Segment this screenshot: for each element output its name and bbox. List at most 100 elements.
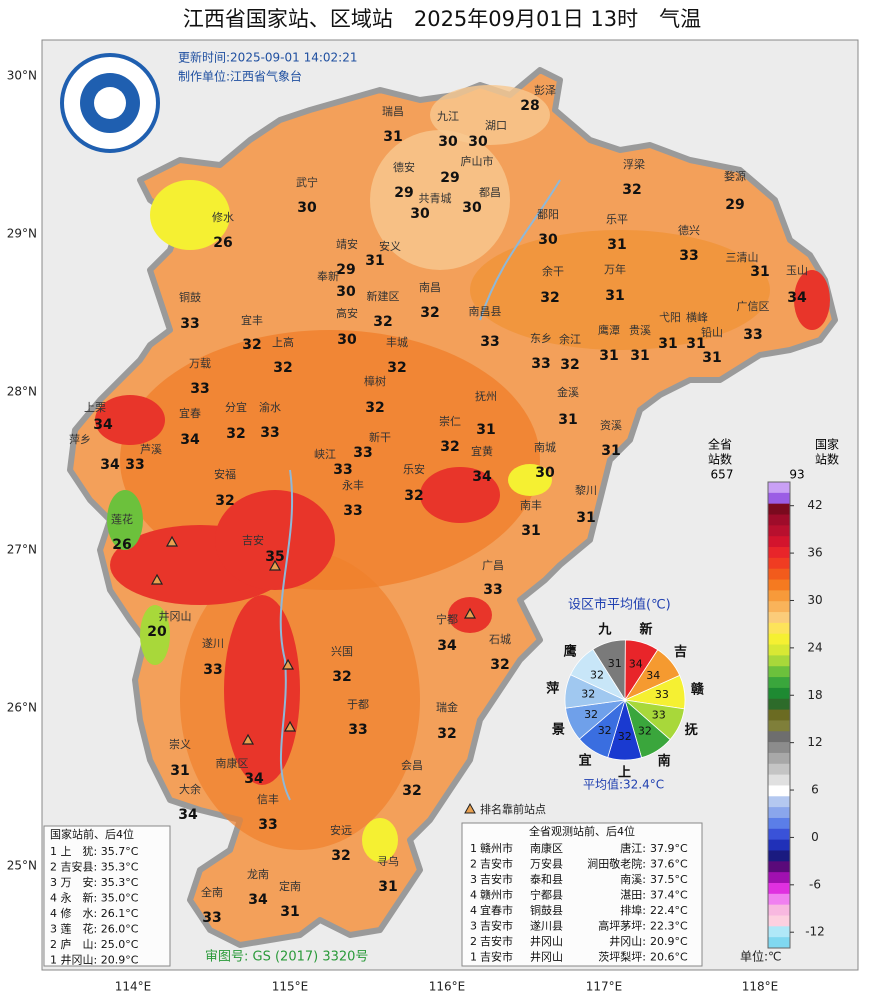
province-rank-cell: 37.4°C [650,889,688,902]
color-bar-segment [768,622,790,635]
color-bar-segment [768,601,790,613]
pie-value: 32 [618,730,632,743]
station-value: 30 [410,206,430,222]
station-value: 32 [226,426,245,442]
province-rank-cell: 井冈山: [609,934,646,948]
station-name: 湖口 [485,119,507,132]
color-bar-segment [768,774,790,786]
approval: 审图号: GS (2017) 3320号 [205,950,368,965]
station-value: 32 [540,290,559,306]
national-rank-box [43,825,171,967]
province-rank-cell: 22.3°C [650,920,688,933]
station-value: 31 [658,336,677,352]
province-rank-cell: 唐江: [620,841,646,855]
color-bar-label: 0 [811,830,819,844]
station-name: 弋阳 [659,311,681,324]
color-bar-segment [768,677,790,689]
color-bar-segment [768,807,790,819]
color-bar-segment [768,557,790,570]
province-rank-cell: 4 [470,904,477,917]
color-bar-segment [768,709,790,721]
national-rank-row: 3 万 安: 35.3°C [50,875,139,889]
province-rank-cell: 吉安市 [480,857,513,871]
province-rank-cell: 高坪茅坪: [598,919,646,933]
province-rank-cell: 2 [470,858,477,871]
station-name: 于都 [347,698,369,711]
station-value: 33 [343,503,362,519]
station-value: 32 [622,182,641,198]
station-value: 32 [373,314,392,330]
province-rank-cell: 涧田敬老院: [587,857,646,871]
color-bar-segment [768,937,790,949]
station-name: 彭泽 [534,83,556,97]
national-rank-row: 3 莲 花: 26.0°C [50,923,139,936]
color-bar-segment [768,720,790,732]
pie-value: 33 [655,688,669,701]
pie-label: 九 [597,622,611,637]
station-name: 芦溪 [140,443,162,456]
station-value: 31 [383,129,402,145]
station-value: 32 [387,360,406,376]
lat-label: 25°N [7,859,37,873]
station-name: 玉山 [786,264,808,277]
update-time: 更新时间:2025-09-01 14:02:21 [178,50,358,65]
province-rank-cell: 2 [470,935,477,948]
station-value: 31 [521,523,540,539]
station-value: 33 [125,457,144,473]
station-name: 安福 [214,467,236,481]
province-rank-title: 全省观测站前、后4位 [529,824,635,838]
station-value: 30 [336,284,356,300]
national-rank-row: 4 修 水: 26.1°C [50,906,139,920]
province-rank-cell: 遂川县 [530,919,563,933]
color-bar-segment [768,828,790,841]
province-rank-cell: 南康区 [530,841,563,855]
province-rank-cell: 湛田: [620,889,646,902]
station-value: 20 [147,624,167,640]
pie-label: 赣 [691,682,705,698]
station-value: 34 [472,469,492,485]
station-name: 靖安 [336,237,358,251]
station-name: 余干 [542,264,564,278]
station-value: 31 [280,904,299,920]
station-value: 34 [93,417,113,433]
station-value: 30 [462,200,482,216]
title: 江西省国家站、区域站 2025年09月01日 13时 气温 [183,7,701,31]
station-name: 贵溪 [629,324,651,337]
color-bar-segment [768,655,790,667]
station-name: 抚州 [475,389,497,403]
pie-value: 32 [638,724,652,737]
color-bar-label: 6 [811,783,819,797]
station-value: 31 [476,422,495,438]
color-bar-segment [768,666,790,678]
pie-value: 32 [584,708,598,721]
station-name: 定南 [279,879,301,893]
station-value: 32 [420,305,439,321]
station-name: 莲花 [111,513,133,526]
color-bar-segment [768,536,790,548]
color-bar-segment [768,579,790,591]
pie-value: 34 [646,669,660,682]
color-bar-segment [768,514,790,526]
province-rank-cell: 泰和县 [530,872,563,886]
province-rank-cell: 宜春市 [480,903,513,917]
station-name: 上高 [272,335,294,349]
lat-label: 27°N [7,543,37,557]
station-name: 瑞金 [436,700,458,714]
station-name: 余江 [559,332,581,346]
producer: 制作单位:江西省气象台 [178,69,302,84]
station-value: 34 [437,638,457,654]
station-name: 都昌 [479,186,501,199]
province-rank-cell: 37.5°C [650,873,688,886]
station-value: 31 [170,763,189,779]
station-value: 31 [686,336,705,352]
station-value: 31 [702,350,721,366]
color-bar-segment [768,492,790,505]
station-value: 32 [273,360,292,376]
station-name: 安远 [330,823,352,837]
station-value: 31 [558,412,577,428]
station-value: 31 [630,348,649,364]
national-rank-row: 1 井冈山: 20.9°C [50,953,139,967]
color-bar-segment [768,568,790,581]
national-rank-row: 1 上 犹: 35.7°C [50,845,139,858]
pie-label: 吉 [674,645,687,660]
